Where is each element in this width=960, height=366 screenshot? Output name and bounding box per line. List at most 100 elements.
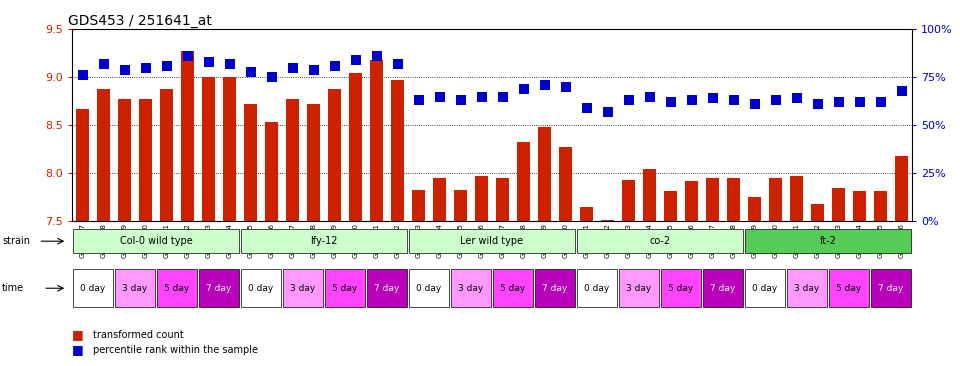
Bar [118, 100, 132, 221]
Bar [601, 220, 614, 221]
Text: ■: ■ [72, 343, 84, 356]
Point [326, 63, 342, 69]
Bar [703, 269, 743, 307]
Bar [138, 100, 153, 221]
Point [600, 109, 615, 115]
Bar [391, 80, 404, 221]
Text: percentile rank within the sample: percentile rank within the sample [93, 344, 258, 355]
Bar [367, 269, 407, 307]
Point [684, 97, 699, 103]
Bar [642, 169, 657, 221]
Text: 5 day: 5 day [164, 284, 190, 293]
Bar [727, 178, 740, 221]
Text: 7 day: 7 day [374, 284, 399, 293]
Bar [874, 191, 887, 221]
Point [453, 97, 468, 103]
Bar [97, 89, 110, 221]
Text: time: time [2, 283, 24, 293]
Bar [684, 181, 698, 221]
Bar [495, 178, 510, 221]
Bar [535, 269, 575, 307]
Point [662, 99, 678, 105]
Bar [454, 190, 468, 221]
Point [768, 97, 783, 103]
Point [243, 69, 258, 75]
Bar [241, 269, 281, 307]
Point [474, 94, 490, 100]
Bar [516, 142, 530, 221]
Bar [409, 229, 575, 253]
Point [75, 72, 90, 78]
Bar [622, 180, 636, 221]
Point [621, 97, 636, 103]
Point [222, 61, 237, 67]
Text: 0 day: 0 day [417, 284, 442, 293]
Text: 5 day: 5 day [836, 284, 862, 293]
Point [789, 96, 804, 101]
Point [810, 101, 826, 107]
Text: 5 day: 5 day [332, 284, 358, 293]
Text: 0 day: 0 day [585, 284, 610, 293]
Point [306, 67, 322, 72]
Point [705, 96, 720, 101]
Point [348, 57, 363, 63]
Bar [76, 109, 89, 221]
Bar [370, 60, 383, 221]
Bar [202, 77, 215, 221]
Bar [265, 123, 278, 221]
Text: 7 day: 7 day [710, 284, 735, 293]
Point [558, 84, 573, 90]
Point [432, 94, 447, 100]
Bar [577, 229, 743, 253]
Bar [325, 269, 365, 307]
Point [642, 94, 658, 100]
Point [285, 65, 300, 71]
Bar [661, 269, 701, 307]
Text: 3 day: 3 day [626, 284, 652, 293]
Text: 7 day: 7 day [542, 284, 567, 293]
Text: 0 day: 0 day [249, 284, 274, 293]
Text: lfy-12: lfy-12 [310, 236, 338, 246]
Point [117, 67, 132, 72]
Point [369, 53, 384, 59]
Bar [433, 178, 446, 221]
Text: GDS453 / 251641_at: GDS453 / 251641_at [68, 14, 211, 28]
Bar [580, 207, 593, 221]
Text: Col-0 wild type: Col-0 wild type [120, 236, 192, 246]
Bar [871, 269, 911, 307]
Bar [286, 100, 300, 221]
Text: 0 day: 0 day [753, 284, 778, 293]
Bar [327, 89, 342, 221]
Point [411, 97, 426, 103]
Point [138, 65, 154, 71]
Bar [223, 77, 236, 221]
Text: ft-2: ft-2 [820, 236, 836, 246]
Bar [706, 178, 719, 221]
Bar [852, 191, 866, 221]
Bar [831, 188, 846, 221]
Point [830, 99, 846, 105]
Point [537, 82, 552, 88]
Point [852, 99, 867, 105]
Bar [745, 229, 911, 253]
Point [264, 74, 279, 80]
Bar [157, 269, 197, 307]
Text: co-2: co-2 [649, 236, 671, 246]
Bar [409, 269, 449, 307]
Bar [895, 156, 908, 221]
Bar [115, 269, 155, 307]
Text: 0 day: 0 day [81, 284, 106, 293]
Point [516, 86, 531, 92]
Text: 3 day: 3 day [794, 284, 820, 293]
Text: 5 day: 5 day [500, 284, 526, 293]
Bar [73, 269, 113, 307]
Point [96, 61, 111, 67]
Bar [748, 197, 761, 221]
Bar [790, 176, 804, 221]
Point [158, 63, 174, 69]
Bar [180, 51, 194, 221]
Bar [283, 269, 323, 307]
Bar [577, 269, 617, 307]
Bar [619, 269, 659, 307]
Point [726, 97, 741, 103]
